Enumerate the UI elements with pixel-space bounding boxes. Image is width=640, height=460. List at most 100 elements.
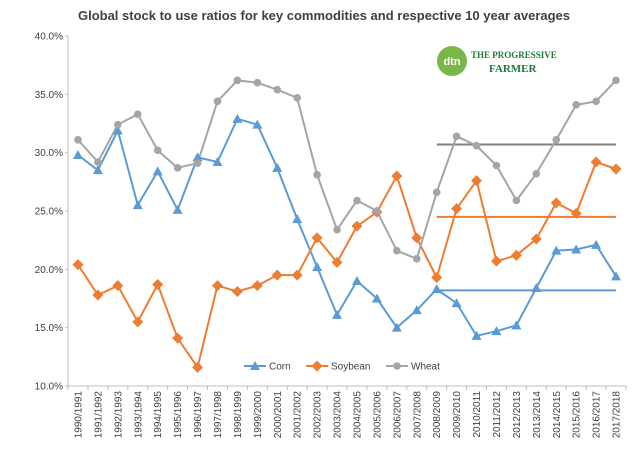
x-tick-label: 2011/2012 <box>492 391 503 438</box>
wheat-data-point <box>173 164 182 172</box>
corn-data-point <box>332 309 343 319</box>
soybean-data-point <box>132 316 144 328</box>
x-axis: 1990/1991 1991/1992 1992/1993 1993/1994 1994… <box>67 385 627 439</box>
ten-year-average-lines <box>436 143 617 292</box>
corn-data-point <box>152 166 163 176</box>
wheat-data-point <box>333 225 341 234</box>
soybean-data-point <box>431 272 443 283</box>
chart-title: Global stock to use ratios for key commo… <box>78 8 570 23</box>
corn-data-point <box>351 276 362 285</box>
corn-data-point <box>511 320 522 330</box>
series-markers <box>72 76 622 373</box>
x-tick-label: 2014/2015 <box>552 391 563 439</box>
wheat-data-point <box>393 246 401 255</box>
soybean-data-point <box>112 280 124 292</box>
corn-data-point <box>132 200 143 210</box>
x-tick-label: 1991/1992 <box>93 391 104 439</box>
wheat-data-point <box>512 196 521 205</box>
x-tick-label: 1995/1996 <box>173 391 184 439</box>
soybean-data-point <box>152 279 164 290</box>
x-tick-label: 2001/2002 <box>293 391 304 439</box>
wheat-data-point <box>233 76 242 85</box>
x-tick-label: 2006/2007 <box>392 391 403 439</box>
logo-line-2: FARMER <box>489 63 538 75</box>
corn-data-point <box>571 244 582 254</box>
y-tick-label: 20.0% <box>35 265 63 276</box>
dtn-logo-circle <box>437 46 467 76</box>
wheat-data-point <box>452 132 461 141</box>
wheat-data-point <box>472 141 481 150</box>
x-tick-label: 2002/2003 <box>313 391 324 439</box>
x-tick-label: 2013/2014 <box>532 391 543 439</box>
x-tick-label: 2009/2010 <box>452 391 463 439</box>
soybean-data-point <box>550 197 562 209</box>
series-lines <box>77 79 617 369</box>
x-tick-label: 2004/2005 <box>352 391 363 439</box>
corn-data-point <box>312 262 323 271</box>
y-axis: 10.0% 15.0% 20.0% 25.0% 30.0% 35.0% 40.0% <box>35 32 69 393</box>
corn-data-point <box>252 119 263 129</box>
wheat-data-point <box>592 97 600 106</box>
wheat-data-point <box>193 159 202 167</box>
x-tick-label: 1994/1995 <box>153 391 164 439</box>
wheat-data-point <box>153 146 162 155</box>
wheat-data-point <box>353 196 361 205</box>
soybean-data-point <box>570 207 582 219</box>
wheat-data-point <box>74 136 82 144</box>
x-tick-label: 2012/2013 <box>512 391 523 439</box>
x-tick-label: 2000/2001 <box>273 391 284 439</box>
soybean-legend-marker <box>311 360 323 372</box>
corn-data-point <box>72 150 83 159</box>
soybean-data-point <box>192 361 204 373</box>
x-tick-label: 1996/1997 <box>193 391 204 439</box>
corn-data-point <box>551 245 562 255</box>
x-tick-label: 2015/2016 <box>572 391 583 439</box>
corn-data-point <box>611 271 622 281</box>
x-tick-label: 2008/2009 <box>432 391 443 439</box>
wheat-data-point <box>552 136 561 144</box>
corn-data-point <box>112 125 123 135</box>
soybean-data-point <box>291 269 303 281</box>
wheat-data-point <box>572 101 580 109</box>
wheat-data-point <box>612 76 620 85</box>
y-tick-label: 30.0% <box>35 148 63 159</box>
corn-legend-label: Corn <box>269 362 291 373</box>
soybean-data-point <box>331 256 343 268</box>
wheat-data-point <box>253 78 262 87</box>
wheat-data-point <box>213 97 222 106</box>
x-tick-label: 2017/2018 <box>612 391 623 439</box>
soybean-data-point <box>251 280 263 292</box>
soybean-data-point <box>211 280 223 292</box>
wheat-data-point <box>313 171 321 179</box>
x-tick-label: 1998/1999 <box>233 391 244 439</box>
corn-data-point <box>391 322 402 332</box>
wheat-legend-marker <box>393 362 401 370</box>
corn-data-point <box>431 284 442 294</box>
corn-data-point <box>192 152 203 162</box>
y-tick-label: 10.0% <box>35 382 63 393</box>
logo-line-1: THE PROGRESSIVE <box>471 50 557 60</box>
y-tick-label: 15.0% <box>35 323 63 334</box>
wheat-data-point <box>293 94 301 102</box>
corn-data-point <box>531 283 542 292</box>
soybean-data-point <box>351 220 363 232</box>
y-tick-label: 40.0% <box>35 32 63 43</box>
y-tick-label: 25.0% <box>35 207 63 218</box>
corn-data-point <box>292 214 303 224</box>
x-tick-label: 1997/1998 <box>213 391 224 439</box>
corn-data-point <box>232 113 243 123</box>
x-tick-label: 1990/1991 <box>73 391 84 439</box>
dtn-logo-mark: dtn <box>443 56 460 68</box>
x-tick-label: 1992/1993 <box>113 391 124 439</box>
corn-data-point <box>451 298 462 308</box>
soybean-data-point <box>172 332 184 344</box>
corn-data-point <box>491 326 502 336</box>
corn-data-point <box>92 165 103 175</box>
wheat-data-point <box>432 188 441 197</box>
wheat-data-point <box>133 110 142 118</box>
wheat-data-point <box>492 161 501 170</box>
y-tick-label: 35.0% <box>35 90 63 101</box>
soybean-data-point <box>92 289 104 301</box>
